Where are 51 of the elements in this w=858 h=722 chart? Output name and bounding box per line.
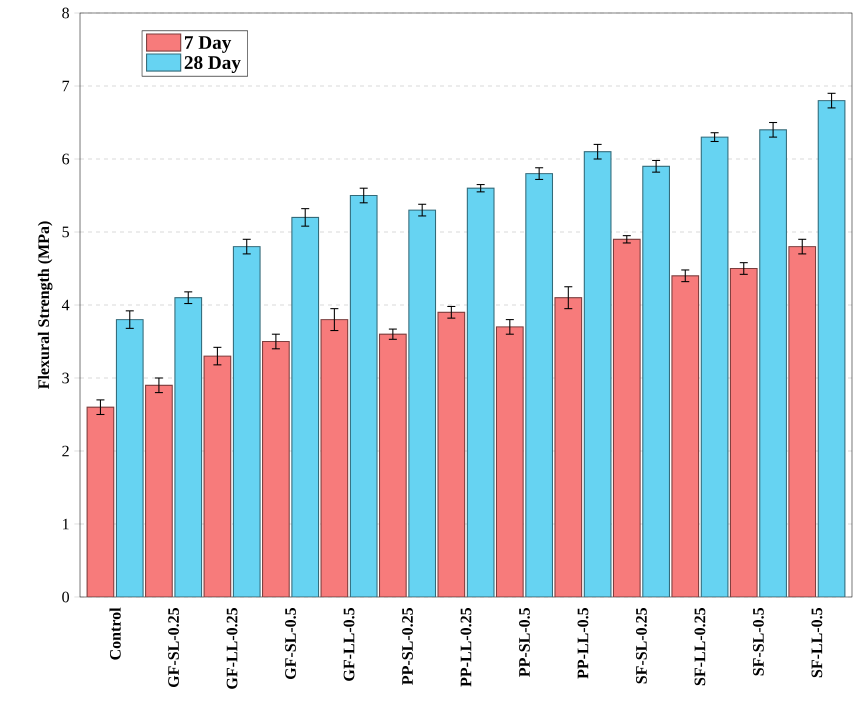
- x-tick-label: SF-SL-0.25: [636, 608, 647, 684]
- y-axis-title: Flexural Strength (MPa): [38, 221, 52, 390]
- bar: [145, 384, 173, 597]
- bar: [525, 173, 554, 597]
- bar: [730, 268, 758, 597]
- bar: [818, 100, 846, 597]
- bar: [320, 319, 348, 597]
- y-tick-label: 5: [62, 226, 69, 238]
- bar: [350, 194, 378, 597]
- bar: [262, 340, 290, 597]
- x-tick-label: PP-LL-0.5: [578, 608, 588, 679]
- x-tick-label: SF-LL-0.25: [694, 608, 706, 686]
- bar: [437, 312, 466, 597]
- y-tick-label: 3: [62, 372, 69, 384]
- x-tick-label: GF-SL-0.25: [168, 608, 180, 688]
- bar: [174, 297, 202, 597]
- bar: [116, 319, 144, 597]
- legend-label: 28 Day: [184, 56, 241, 74]
- y-tick-label: 0: [62, 592, 69, 602]
- bar: [612, 238, 641, 597]
- bar: [496, 326, 524, 597]
- bar: [759, 129, 787, 597]
- x-tick-label: Control: [109, 608, 121, 660]
- bar: [466, 188, 495, 597]
- x-tick-label: SF-SL-0.5: [752, 608, 764, 676]
- bar: [232, 246, 261, 597]
- y-tick-label: 7: [62, 80, 70, 92]
- x-tick-label: GF-LL-0.25: [226, 608, 238, 689]
- y-tick-label: 6: [62, 154, 70, 164]
- bar: [86, 406, 114, 597]
- bar: [584, 151, 612, 597]
- y-tick-label: 4: [62, 300, 70, 310]
- bar: [700, 136, 728, 597]
- bar: [378, 334, 407, 597]
- x-tick-label: GF-LL-0.5: [344, 608, 354, 681]
- bar: [204, 356, 232, 597]
- x-tick-label: PP-LL-0.25: [460, 608, 472, 687]
- legend-label: 7 Day: [185, 36, 232, 53]
- y-tick-label: 8: [62, 8, 69, 18]
- x-tick-label: PP-SL-0.5: [519, 608, 530, 677]
- x-tick-label: SF-LL-0.5: [811, 608, 822, 678]
- bar: [554, 297, 582, 597]
- bar: [788, 246, 816, 597]
- x-tick-label: GF-SL-0.5: [285, 608, 296, 680]
- y-tick-label: 1: [63, 518, 69, 530]
- x-tick-label: PP-SL-0.25: [402, 608, 413, 685]
- bar: [291, 216, 320, 597]
- bar: [408, 210, 436, 597]
- bar: [671, 275, 700, 597]
- y-tick-label: 2: [62, 446, 69, 456]
- bar: [642, 166, 670, 597]
